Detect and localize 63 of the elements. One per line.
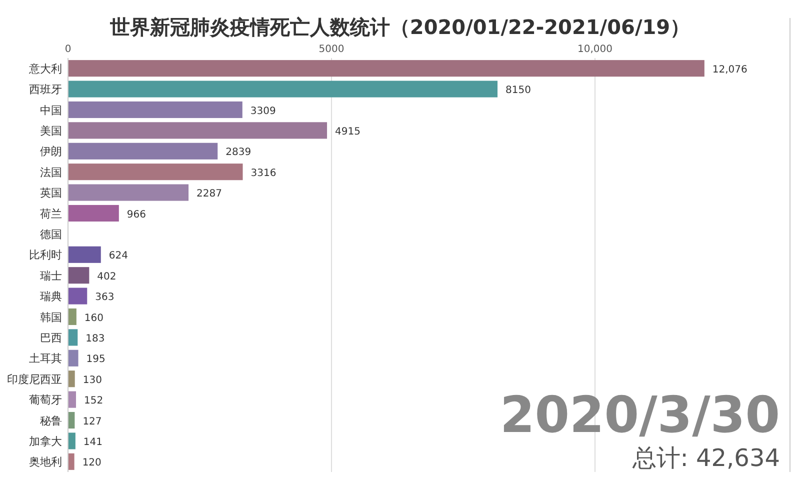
y-tick-label: 葡萄牙 [29,394,62,407]
bar [68,164,243,180]
data-label: 183 [86,333,105,344]
y-tick-label: 瑞典 [40,290,62,304]
bar [68,184,189,201]
y-tick-label: 德国 [40,228,62,241]
data-label: 624 [108,250,128,262]
y-tick-label: 瑞士 [40,269,62,282]
data-label: 2287 [196,188,222,200]
y-tick-label: 美国 [40,124,62,138]
chart-title: 世界新冠肺炎疫情死亡人数统计（2020/01/22-2021/06/19） [108,15,690,39]
bar [68,308,76,326]
bar [68,453,74,470]
bar [68,370,75,388]
y-tick-label: 土耳其 [29,352,62,366]
data-label: 363 [95,292,114,304]
y-tick-label: 意大利 [28,62,62,76]
y-tick-label: 加拿大 [29,434,62,448]
bar [68,432,76,450]
data-label: 130 [82,374,102,386]
data-label: 402 [97,271,116,282]
bar [68,246,101,263]
bar [68,80,498,98]
bar [68,391,76,408]
y-tick-label: 西班牙 [29,83,62,96]
y-tick-label: 中国 [40,104,62,117]
data-label: 195 [86,354,106,366]
y-tick-label: 秘鲁 [40,414,62,428]
y-tick-label: 韩国 [40,310,62,324]
annotation: 2020/3/30 [500,386,780,444]
bar [68,329,78,346]
data-label: 127 [82,416,102,428]
y-tick-label: 印度尼西亚 [7,372,62,386]
data-label: 12,076 [712,64,748,76]
bar [68,204,119,222]
data-label: 8150 [506,85,531,96]
data-label: 966 [126,209,146,220]
data-label: 4915 [335,126,360,138]
annotation: 总计: 42,634 [631,444,780,472]
bar [68,350,78,366]
y-tick-label: 荷兰 [40,207,62,220]
bar [68,267,90,284]
data-label: 120 [82,458,102,469]
bar [68,288,88,304]
data-label: 3316 [250,168,276,179]
y-tick-label: 比利时 [29,248,62,262]
y-tick-label: 奥地利 [29,456,62,469]
bar [68,142,218,160]
data-label: 141 [83,436,103,448]
y-tick-label: 英国 [40,186,62,200]
x-tick-label: 10,000 [578,44,613,55]
y-tick-label: 巴西 [40,331,62,344]
data-label: 2839 [226,147,252,158]
bar [68,101,242,118]
x-tick-label: 5000 [318,44,344,55]
bar [68,60,704,77]
y-tick-label: 法国 [40,166,62,179]
x-tick-label: 0 [64,44,72,55]
bar [68,122,328,139]
data-label: 3309 [250,106,276,117]
data-label: 152 [84,396,104,407]
y-tick-label: 伊朗 [40,145,62,158]
data-label: 160 [84,312,104,324]
